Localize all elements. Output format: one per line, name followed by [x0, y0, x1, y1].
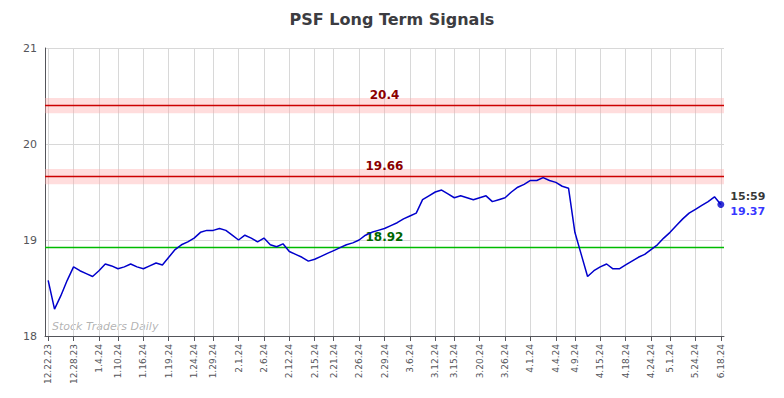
svg-text:19.37: 19.37: [730, 205, 765, 218]
svg-text:Stock Traders Daily: Stock Traders Daily: [52, 320, 159, 333]
svg-text:18: 18: [23, 330, 37, 343]
svg-text:12.22.23: 12.22.23: [43, 344, 53, 384]
svg-text:3.15.24: 3.15.24: [449, 344, 459, 379]
svg-text:2.1.24: 2.1.24: [234, 344, 244, 373]
svg-text:1.24.24: 1.24.24: [189, 344, 199, 379]
svg-text:21: 21: [23, 42, 37, 55]
svg-text:4.18.24: 4.18.24: [621, 344, 631, 379]
svg-text:3.20.24: 3.20.24: [475, 344, 485, 379]
svg-text:1.29.24: 1.29.24: [208, 344, 218, 379]
svg-text:19: 19: [23, 234, 37, 247]
svg-text:2.21.24: 2.21.24: [329, 344, 339, 379]
svg-text:4.9.24: 4.9.24: [570, 344, 580, 373]
svg-text:3.12.24: 3.12.24: [430, 344, 440, 379]
svg-text:4.15.24: 4.15.24: [595, 344, 605, 379]
svg-text:5.24.24: 5.24.24: [690, 344, 700, 379]
svg-text:19.66: 19.66: [366, 159, 404, 173]
svg-text:2.26.24: 2.26.24: [354, 344, 364, 379]
svg-text:20.4: 20.4: [370, 88, 400, 102]
svg-text:PSF Long Term Signals: PSF Long Term Signals: [290, 10, 495, 29]
svg-text:2.12.24: 2.12.24: [284, 344, 294, 379]
svg-text:4.24.24: 4.24.24: [646, 344, 656, 379]
svg-text:2.6.24: 2.6.24: [259, 344, 269, 373]
svg-text:20: 20: [23, 138, 37, 151]
svg-text:15:59: 15:59: [730, 190, 765, 203]
svg-text:4.4.24: 4.4.24: [551, 344, 561, 373]
svg-text:1.19.24: 1.19.24: [164, 344, 174, 379]
svg-text:12.28.23: 12.28.23: [69, 344, 79, 384]
svg-text:6.18.24: 6.18.24: [716, 344, 726, 379]
svg-text:1.10.24: 1.10.24: [113, 344, 123, 379]
svg-text:18.92: 18.92: [365, 229, 404, 244]
svg-text:3.26.24: 3.26.24: [500, 344, 510, 379]
svg-text:2.15.24: 2.15.24: [310, 344, 320, 379]
svg-text:1.16.24: 1.16.24: [138, 344, 148, 379]
svg-text:3.6.24: 3.6.24: [405, 344, 415, 373]
svg-text:1.4.24: 1.4.24: [94, 344, 104, 373]
svg-text:4.1.24: 4.1.24: [525, 344, 535, 373]
svg-text:2.29.24: 2.29.24: [380, 344, 390, 379]
svg-text:5.1.24: 5.1.24: [665, 344, 675, 373]
